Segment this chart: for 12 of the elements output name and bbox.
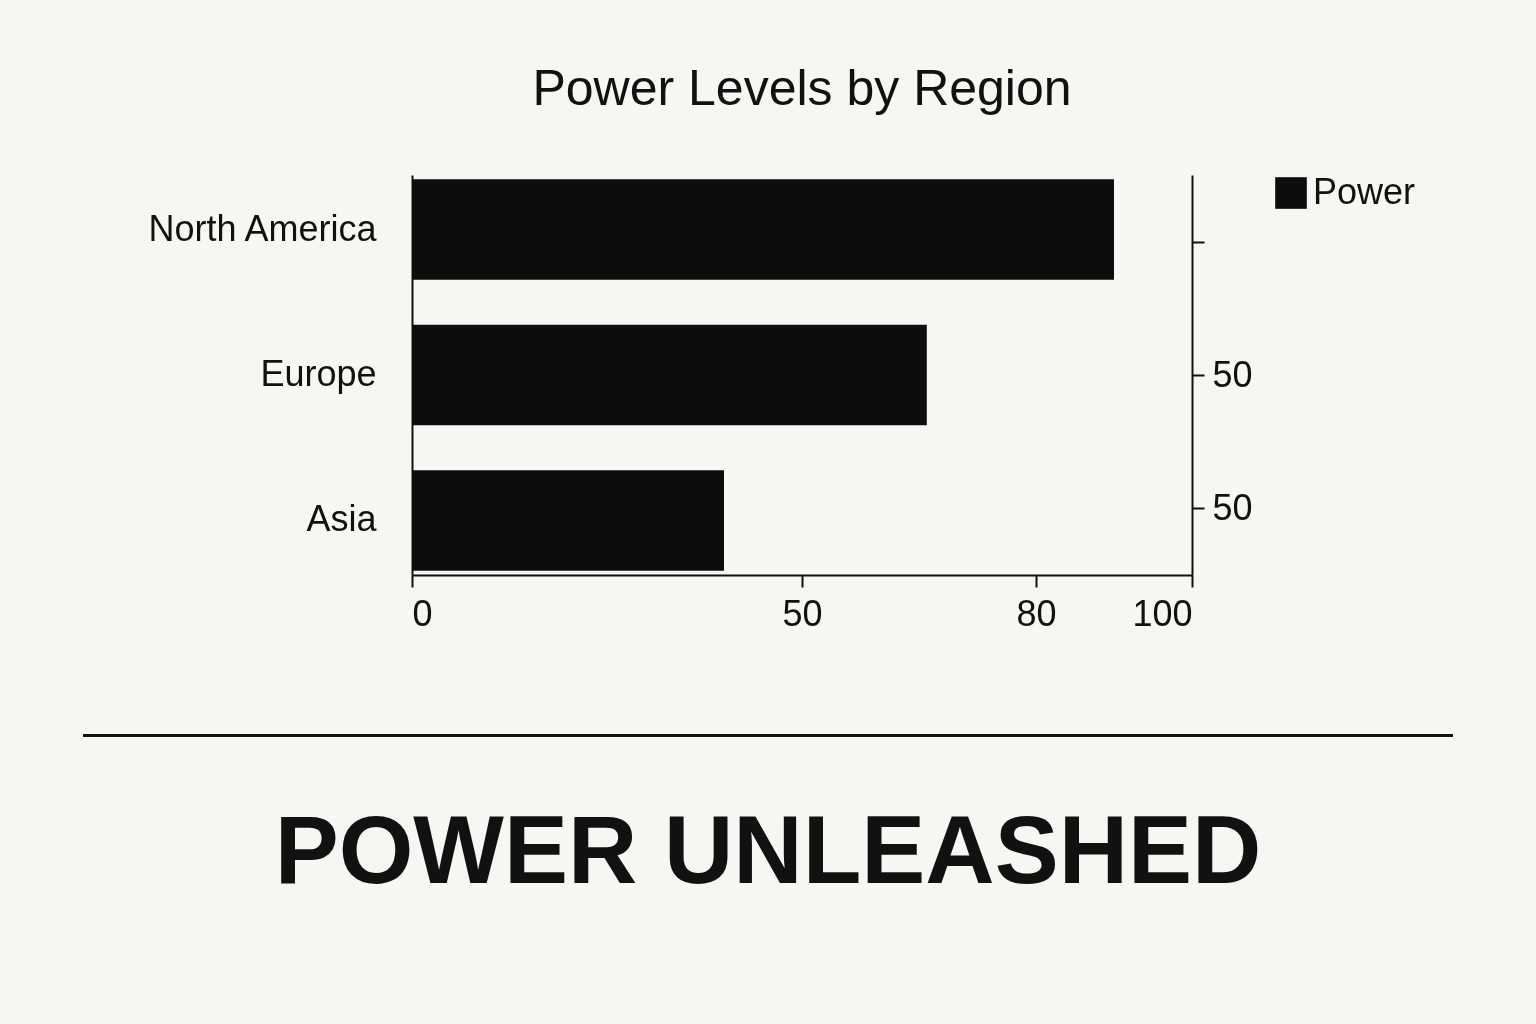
text: POWER UNLEASHED <box>273 795 1263 905</box>
y-tick-label: Europe <box>260 353 377 394</box>
y-tick-label: Asia <box>306 498 378 540</box>
x-tick-label: 50 <box>782 592 823 634</box>
legend-label: Power <box>1313 171 1416 212</box>
y2-tick-label: 50 <box>1212 486 1253 528</box>
chart-title: Power Levels by Region <box>532 60 1072 116</box>
y-tick-label: North America <box>148 207 378 249</box>
x-tick-label: 100 <box>1132 592 1193 634</box>
x-tick-label: 80 <box>1016 592 1057 634</box>
y2-tick-label: 50 <box>1212 353 1253 395</box>
x-tick-label: 0 <box>412 592 433 634</box>
